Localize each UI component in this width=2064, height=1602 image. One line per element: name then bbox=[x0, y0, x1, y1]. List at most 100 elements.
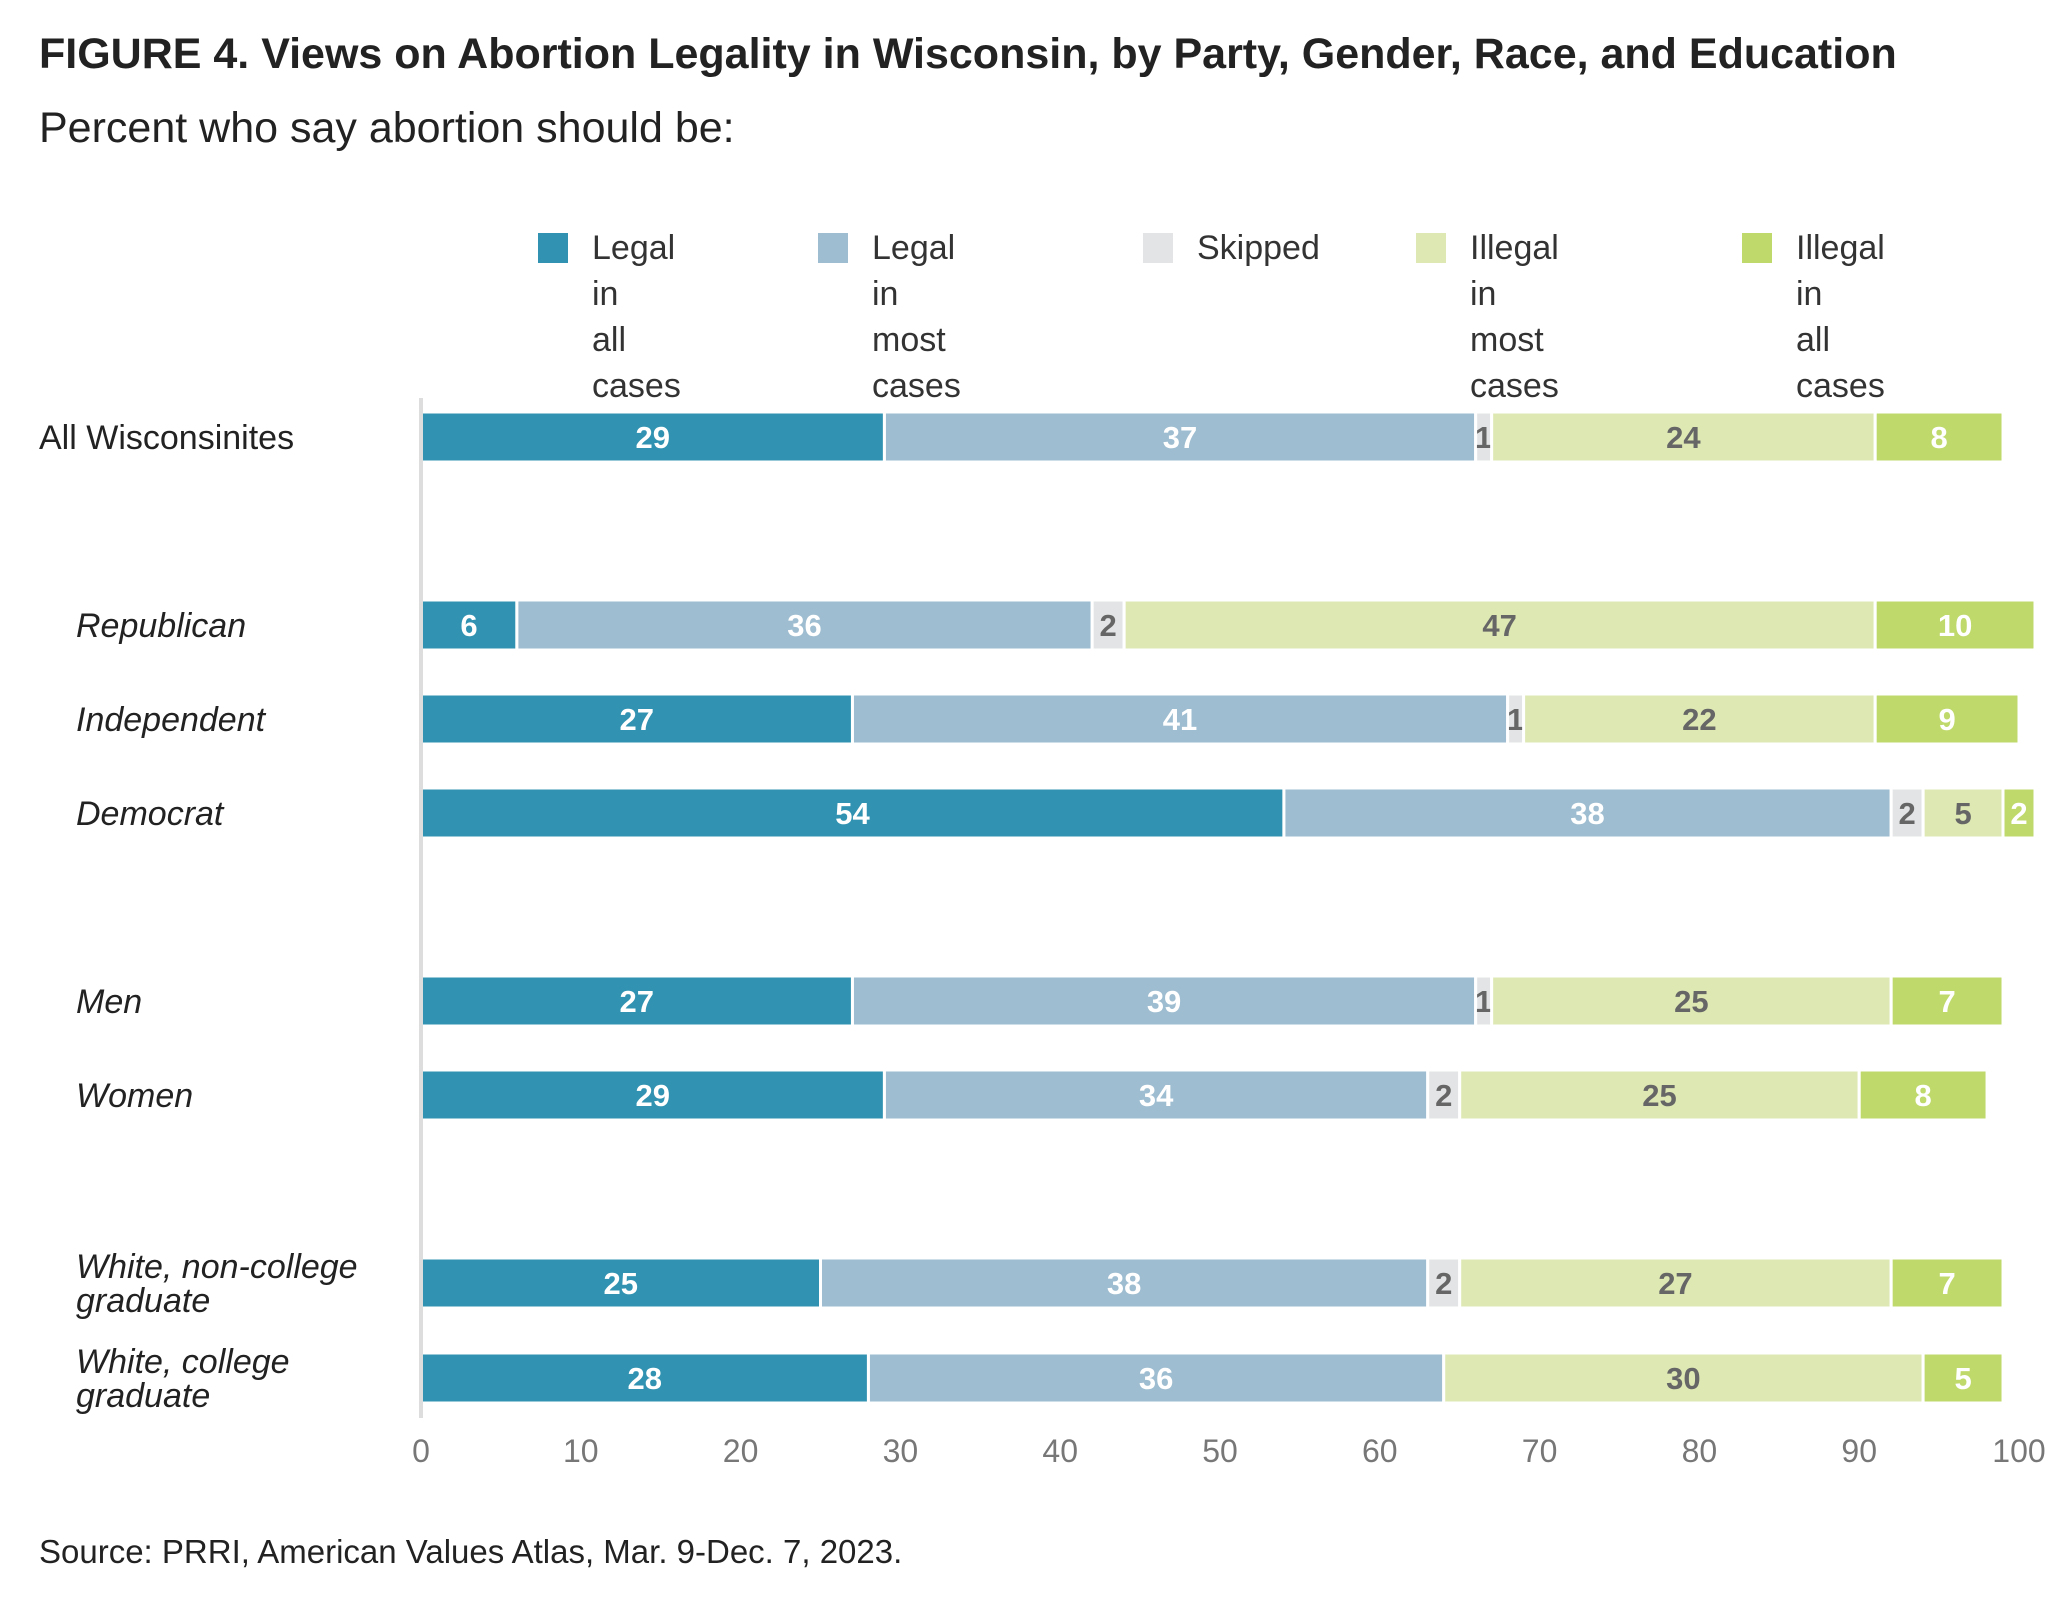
legend-label: Legal in most cases bbox=[872, 229, 961, 405]
bar-value-label: 39 bbox=[1147, 984, 1181, 1019]
bar-segment bbox=[419, 974, 854, 1028]
bar-segment bbox=[1921, 786, 2005, 840]
x-tick-label: 30 bbox=[883, 1433, 919, 1469]
bar-segment bbox=[1889, 974, 2005, 1028]
legend-label: Skipped bbox=[1197, 229, 1320, 267]
legend-label: Legal in all cases bbox=[592, 229, 681, 405]
bar-value-label: 54 bbox=[835, 796, 870, 831]
legend-label: Illegal in most cases bbox=[1470, 229, 1559, 405]
bar-segment bbox=[419, 1256, 822, 1310]
bar-value-label: 27 bbox=[619, 702, 653, 737]
bar-value-label: 38 bbox=[1107, 1266, 1141, 1301]
bar-value-label: 2 bbox=[1435, 1266, 1452, 1301]
category-label: Women bbox=[76, 1077, 193, 1115]
bar-segment bbox=[1857, 1068, 1989, 1122]
x-tick-label: 20 bbox=[723, 1433, 759, 1469]
source-note: Source: PRRI, American Values Atlas, Mar… bbox=[39, 1533, 903, 1570]
x-tick-label: 90 bbox=[1841, 1433, 1877, 1469]
bar-value-label: 25 bbox=[1642, 1078, 1676, 1113]
category-label: All Wisconsinites bbox=[39, 419, 294, 457]
x-tick-label: 40 bbox=[1042, 1433, 1078, 1469]
legend-swatch bbox=[1143, 233, 1173, 263]
bar-value-label: 24 bbox=[1666, 420, 1701, 455]
bar-value-label: 6 bbox=[460, 608, 477, 643]
bar-value-label: 29 bbox=[635, 420, 669, 455]
x-tick-label: 70 bbox=[1522, 1433, 1558, 1469]
bar-segment bbox=[419, 410, 886, 464]
x-tick-label: 0 bbox=[412, 1433, 430, 1469]
bar-value-label: 27 bbox=[1658, 1266, 1692, 1301]
bar-segment bbox=[850, 974, 1478, 1028]
bar-value-label: 2 bbox=[2010, 796, 2027, 831]
bar-segment bbox=[419, 1351, 870, 1405]
bar-value-label: 2 bbox=[1899, 796, 1916, 831]
bar-value-label: 41 bbox=[1163, 702, 1197, 737]
x-tick-label: 80 bbox=[1682, 1433, 1718, 1469]
x-tick-label: 10 bbox=[563, 1433, 599, 1469]
bar-value-label: 38 bbox=[1570, 796, 1604, 831]
bar-segment bbox=[1889, 786, 1925, 840]
bar-segment bbox=[882, 410, 1478, 464]
bar-value-label: 28 bbox=[627, 1361, 661, 1396]
bar-value-label: 1 bbox=[1507, 702, 1524, 737]
bar-segment bbox=[850, 692, 1510, 746]
bar-segment bbox=[866, 1351, 1446, 1405]
bar-segment bbox=[1921, 1351, 2005, 1405]
bar-value-label: 36 bbox=[787, 608, 821, 643]
bar-value-label: 9 bbox=[1938, 702, 1955, 737]
category-label: Democrat bbox=[76, 795, 225, 833]
bar-value-label: 8 bbox=[1930, 420, 1947, 455]
category-label: Independent bbox=[76, 701, 267, 739]
bar-value-label: 1 bbox=[1475, 420, 1492, 455]
category-label: Republican bbox=[76, 607, 246, 645]
bar-segment bbox=[1426, 1068, 1462, 1122]
bar-value-label: 25 bbox=[1674, 984, 1708, 1019]
bar-segment bbox=[1426, 1256, 1462, 1310]
bar-segment bbox=[419, 692, 854, 746]
bar-value-label: 1 bbox=[1475, 984, 1492, 1019]
x-tick-label: 100 bbox=[1992, 1433, 2045, 1469]
legend-label: Illegal in all cases bbox=[1796, 229, 1885, 405]
bar-value-label: 7 bbox=[1938, 984, 1955, 1019]
legend: Legal in all cases Legal in most cases S… bbox=[0, 225, 2064, 405]
bar-value-label: 27 bbox=[619, 984, 653, 1019]
bar-value-label: 30 bbox=[1666, 1361, 1700, 1396]
bar-segment bbox=[419, 1068, 886, 1122]
bar-segment bbox=[1442, 1351, 1925, 1405]
bar-segment bbox=[1490, 974, 1893, 1028]
chart-subtitle: Percent who say abortion should be: bbox=[39, 104, 735, 152]
x-tick-label: 60 bbox=[1362, 1433, 1398, 1469]
x-tick-label: 50 bbox=[1202, 1433, 1238, 1469]
bar-value-label: 5 bbox=[1954, 796, 1971, 831]
category-label: Men bbox=[76, 983, 142, 1021]
bar-value-label: 22 bbox=[1682, 702, 1716, 737]
legend-swatch bbox=[538, 233, 568, 263]
bar-segment bbox=[1873, 692, 2021, 746]
bar-value-label: 8 bbox=[1914, 1078, 1931, 1113]
category-label: White, non-college graduate bbox=[76, 1248, 358, 1320]
bar-value-label: 10 bbox=[1938, 608, 1972, 643]
bar-value-label: 5 bbox=[1954, 1361, 1971, 1396]
bar-segment bbox=[1490, 410, 1877, 464]
bar-value-label: 34 bbox=[1139, 1078, 1174, 1113]
bar-value-label: 36 bbox=[1139, 1361, 1173, 1396]
bar-segment bbox=[2001, 786, 2037, 840]
bar-value-label: 2 bbox=[1100, 608, 1117, 643]
legend-swatch bbox=[1742, 233, 1772, 263]
bar-value-label: 29 bbox=[635, 1078, 669, 1113]
bar-segment bbox=[1458, 1068, 1861, 1122]
bar-segment bbox=[1889, 1256, 2005, 1310]
bar-value-label: 2 bbox=[1435, 1078, 1452, 1113]
legend-swatch bbox=[1416, 233, 1446, 263]
chart-title: FIGURE 4. Views on Abortion Legality in … bbox=[39, 30, 1897, 78]
bar-value-label: 7 bbox=[1938, 1266, 1955, 1301]
bar-segment bbox=[1873, 410, 2005, 464]
bar-value-label: 37 bbox=[1163, 420, 1197, 455]
legend-swatch bbox=[818, 233, 848, 263]
bar-segment bbox=[515, 598, 1094, 652]
bar-segment bbox=[1873, 598, 2037, 652]
category-label: White, college graduate bbox=[76, 1343, 290, 1415]
bar-value-label: 25 bbox=[604, 1266, 638, 1301]
bar-value-label: 47 bbox=[1482, 608, 1516, 643]
